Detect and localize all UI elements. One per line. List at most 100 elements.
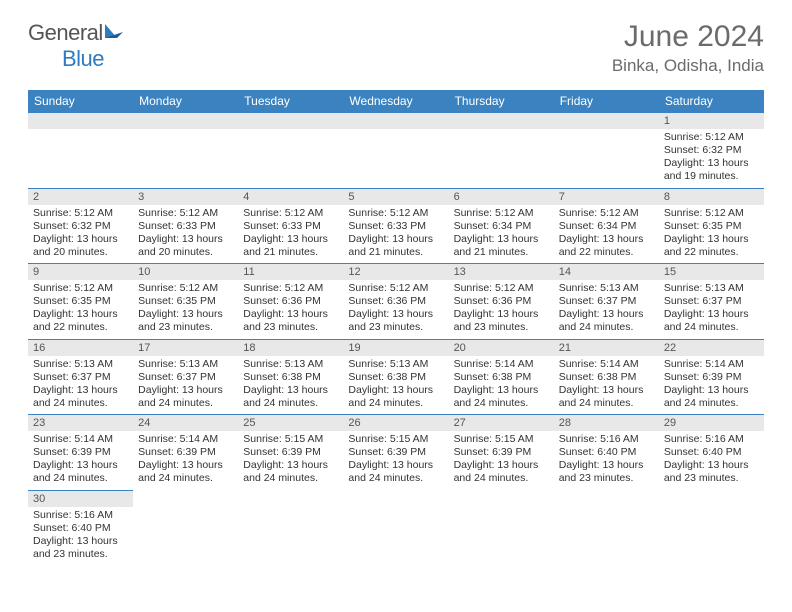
day-number: 17 (133, 340, 238, 356)
day-body: Sunrise: 5:13 AMSunset: 6:38 PMDaylight:… (238, 356, 343, 415)
calendar-cell-empty (238, 490, 343, 565)
sunset-line: Sunset: 6:39 PM (138, 446, 216, 458)
calendar-cell: 23Sunrise: 5:14 AMSunset: 6:39 PMDayligh… (28, 415, 133, 491)
weekday-header: Friday (554, 90, 659, 113)
sunset-line: Sunset: 6:33 PM (243, 220, 321, 232)
month-title: June 2024 (612, 20, 764, 54)
day-number: 3 (133, 189, 238, 205)
daylight-line: Daylight: 13 hours and 21 minutes. (243, 233, 328, 258)
calendar-cell: 29Sunrise: 5:16 AMSunset: 6:40 PMDayligh… (659, 415, 764, 491)
day-number-empty (343, 113, 448, 129)
sunrise-line: Sunrise: 5:14 AM (559, 358, 639, 370)
sunset-line: Sunset: 6:36 PM (243, 295, 321, 307)
day-body: Sunrise: 5:12 AMSunset: 6:35 PMDaylight:… (133, 280, 238, 339)
sunset-line: Sunset: 6:37 PM (664, 295, 742, 307)
daylight-line: Daylight: 13 hours and 19 minutes. (664, 157, 749, 182)
day-body: Sunrise: 5:14 AMSunset: 6:38 PMDaylight:… (449, 356, 554, 415)
calendar-cell: 8Sunrise: 5:12 AMSunset: 6:35 PMDaylight… (659, 188, 764, 264)
day-body: Sunrise: 5:12 AMSunset: 6:33 PMDaylight:… (133, 205, 238, 264)
sunrise-line: Sunrise: 5:12 AM (33, 282, 113, 294)
calendar-row: 1Sunrise: 5:12 AMSunset: 6:32 PMDaylight… (28, 113, 764, 189)
calendar-cell: 26Sunrise: 5:15 AMSunset: 6:39 PMDayligh… (343, 415, 448, 491)
sunset-line: Sunset: 6:39 PM (348, 446, 426, 458)
calendar-cell: 6Sunrise: 5:12 AMSunset: 6:34 PMDaylight… (449, 188, 554, 264)
weekday-header: Tuesday (238, 90, 343, 113)
daylight-line: Daylight: 13 hours and 24 minutes. (33, 384, 118, 409)
sunrise-line: Sunrise: 5:12 AM (348, 282, 428, 294)
calendar-cell-empty (133, 490, 238, 565)
calendar-cell: 24Sunrise: 5:14 AMSunset: 6:39 PMDayligh… (133, 415, 238, 491)
day-body: Sunrise: 5:14 AMSunset: 6:39 PMDaylight:… (133, 431, 238, 490)
calendar-cell-empty (133, 113, 238, 189)
calendar-cell: 17Sunrise: 5:13 AMSunset: 6:37 PMDayligh… (133, 339, 238, 415)
sunrise-line: Sunrise: 5:12 AM (454, 282, 534, 294)
daylight-line: Daylight: 13 hours and 22 minutes. (559, 233, 644, 258)
day-number: 11 (238, 264, 343, 280)
calendar-cell: 22Sunrise: 5:14 AMSunset: 6:39 PMDayligh… (659, 339, 764, 415)
daylight-line: Daylight: 13 hours and 20 minutes. (138, 233, 223, 258)
brand-logo: GeneralBlue (28, 20, 125, 72)
day-body: Sunrise: 5:13 AMSunset: 6:37 PMDaylight:… (133, 356, 238, 415)
sunset-line: Sunset: 6:32 PM (664, 144, 742, 156)
calendar-cell: 20Sunrise: 5:14 AMSunset: 6:38 PMDayligh… (449, 339, 554, 415)
day-body: Sunrise: 5:12 AMSunset: 6:33 PMDaylight:… (238, 205, 343, 264)
daylight-line: Daylight: 13 hours and 24 minutes. (243, 459, 328, 484)
sunset-line: Sunset: 6:40 PM (664, 446, 742, 458)
day-number: 2 (28, 189, 133, 205)
calendar-cell-empty (343, 113, 448, 189)
day-number: 25 (238, 415, 343, 431)
day-body: Sunrise: 5:12 AMSunset: 6:33 PMDaylight:… (343, 205, 448, 264)
day-number: 23 (28, 415, 133, 431)
sunset-line: Sunset: 6:35 PM (33, 295, 111, 307)
day-body: Sunrise: 5:16 AMSunset: 6:40 PMDaylight:… (554, 431, 659, 490)
calendar-cell: 1Sunrise: 5:12 AMSunset: 6:32 PMDaylight… (659, 113, 764, 189)
sunrise-line: Sunrise: 5:14 AM (33, 433, 113, 445)
sunrise-line: Sunrise: 5:12 AM (138, 282, 218, 294)
sunrise-line: Sunrise: 5:13 AM (138, 358, 218, 370)
calendar-cell: 16Sunrise: 5:13 AMSunset: 6:37 PMDayligh… (28, 339, 133, 415)
sunset-line: Sunset: 6:35 PM (664, 220, 742, 232)
day-body: Sunrise: 5:12 AMSunset: 6:35 PMDaylight:… (659, 205, 764, 264)
brand-name-part1: General (28, 20, 103, 45)
calendar-cell-empty (659, 490, 764, 565)
calendar-cell: 4Sunrise: 5:12 AMSunset: 6:33 PMDaylight… (238, 188, 343, 264)
sunrise-line: Sunrise: 5:15 AM (454, 433, 534, 445)
day-number: 8 (659, 189, 764, 205)
sunrise-line: Sunrise: 5:13 AM (664, 282, 744, 294)
sunset-line: Sunset: 6:37 PM (559, 295, 637, 307)
sunrise-line: Sunrise: 5:12 AM (348, 207, 428, 219)
day-body: Sunrise: 5:14 AMSunset: 6:38 PMDaylight:… (554, 356, 659, 415)
sunrise-line: Sunrise: 5:12 AM (138, 207, 218, 219)
calendar-cell: 12Sunrise: 5:12 AMSunset: 6:36 PMDayligh… (343, 264, 448, 340)
calendar-row: 16Sunrise: 5:13 AMSunset: 6:37 PMDayligh… (28, 339, 764, 415)
day-body: Sunrise: 5:12 AMSunset: 6:32 PMDaylight:… (28, 205, 133, 264)
day-body: Sunrise: 5:12 AMSunset: 6:34 PMDaylight:… (554, 205, 659, 264)
calendar-cell: 5Sunrise: 5:12 AMSunset: 6:33 PMDaylight… (343, 188, 448, 264)
sunset-line: Sunset: 6:40 PM (559, 446, 637, 458)
daylight-line: Daylight: 13 hours and 23 minutes. (243, 308, 328, 333)
calendar-cell-empty (449, 113, 554, 189)
calendar-row: 9Sunrise: 5:12 AMSunset: 6:35 PMDaylight… (28, 264, 764, 340)
sunset-line: Sunset: 6:39 PM (454, 446, 532, 458)
sail-icon (103, 20, 125, 46)
sunrise-line: Sunrise: 5:13 AM (559, 282, 639, 294)
day-number: 19 (343, 340, 448, 356)
daylight-line: Daylight: 13 hours and 23 minutes. (33, 535, 118, 560)
day-number-empty (554, 113, 659, 129)
daylight-line: Daylight: 13 hours and 23 minutes. (559, 459, 644, 484)
day-number: 16 (28, 340, 133, 356)
sunset-line: Sunset: 6:35 PM (138, 295, 216, 307)
day-number: 6 (449, 189, 554, 205)
sunset-line: Sunset: 6:37 PM (138, 371, 216, 383)
sunrise-line: Sunrise: 5:16 AM (664, 433, 744, 445)
calendar-cell: 7Sunrise: 5:12 AMSunset: 6:34 PMDaylight… (554, 188, 659, 264)
sunrise-line: Sunrise: 5:14 AM (454, 358, 534, 370)
daylight-line: Daylight: 13 hours and 24 minutes. (243, 384, 328, 409)
weekday-header: Saturday (659, 90, 764, 113)
sunrise-line: Sunrise: 5:14 AM (138, 433, 218, 445)
calendar-cell: 3Sunrise: 5:12 AMSunset: 6:33 PMDaylight… (133, 188, 238, 264)
daylight-line: Daylight: 13 hours and 21 minutes. (348, 233, 433, 258)
day-body: Sunrise: 5:12 AMSunset: 6:35 PMDaylight:… (28, 280, 133, 339)
daylight-line: Daylight: 13 hours and 24 minutes. (454, 459, 539, 484)
calendar-cell: 15Sunrise: 5:13 AMSunset: 6:37 PMDayligh… (659, 264, 764, 340)
